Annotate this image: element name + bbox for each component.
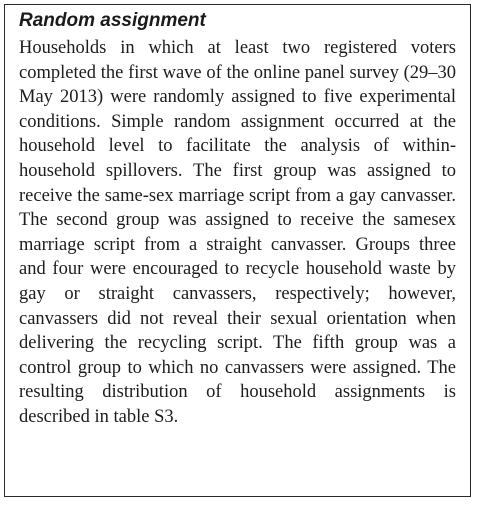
text-box: Random assignment Households in which at… [4, 4, 471, 497]
section-body-paragraph: Households in which at least two registe… [19, 38, 456, 427]
section-heading: Random assignment [19, 10, 206, 31]
